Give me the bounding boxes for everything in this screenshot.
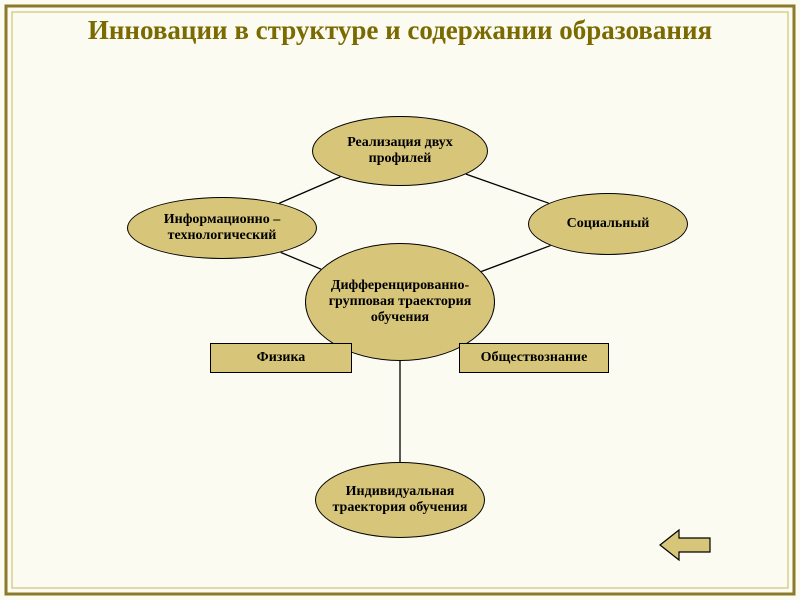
node-bottom-label: Индивидуальная траектория обучения [326,484,474,516]
node-right-label: Социальный [567,216,650,232]
node-top-label: Реализация двух профилей [323,135,477,167]
back-arrow-icon[interactable] [660,530,710,560]
node-top: Реализация двух профилей [312,116,488,186]
node-left-label: Информационно – технологический [138,212,306,244]
node-physics: Физика [210,343,352,373]
node-social: Обществознание [459,343,609,373]
slide: Инновации в структуре и содержании образ… [0,0,800,600]
node-center-label: Дифференцированно-групповая траектория о… [316,278,484,326]
node-physics-label: Физика [257,350,306,366]
node-bottom: Индивидуальная траектория обучения [315,462,485,538]
node-social-label: Обществознание [481,350,588,366]
node-right: Социальный [528,193,688,255]
slide-title: Инновации в структуре и содержании образ… [0,14,800,48]
node-left: Информационно – технологический [127,197,317,259]
